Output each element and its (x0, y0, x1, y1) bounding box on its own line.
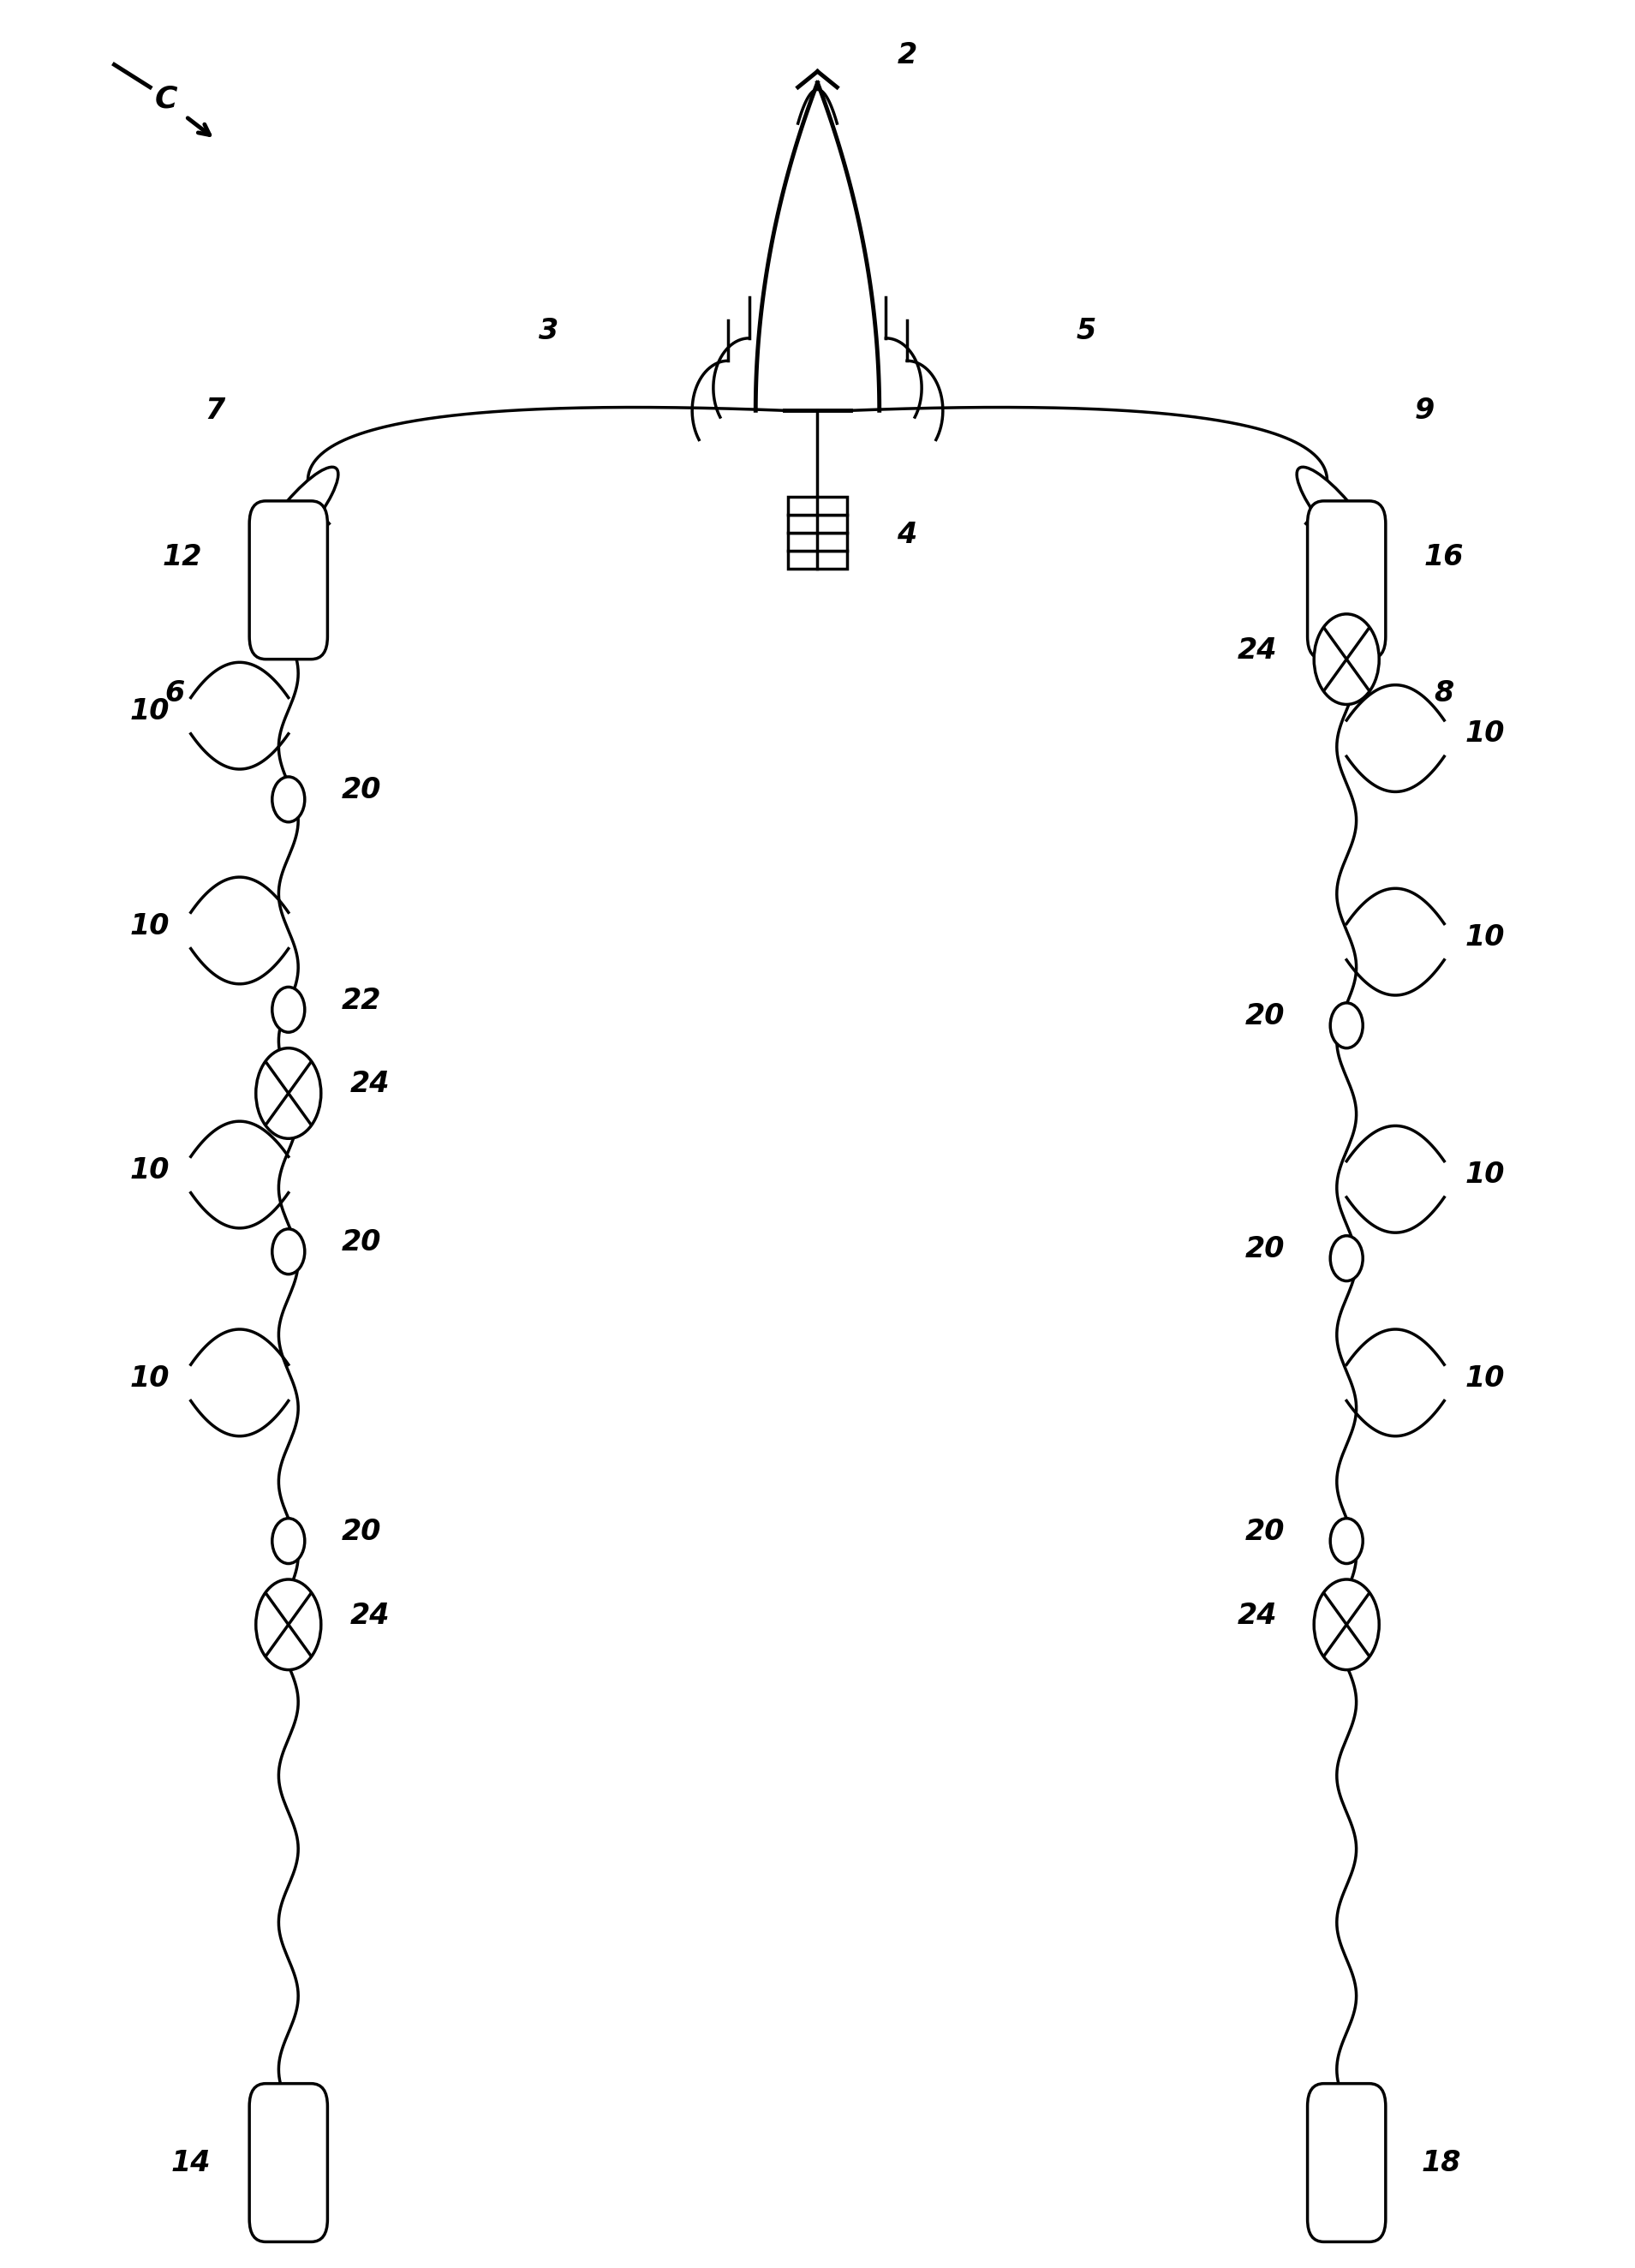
Text: 14: 14 (172, 2148, 211, 2177)
Circle shape (271, 776, 304, 821)
Text: C: C (155, 84, 178, 113)
Text: 4: 4 (898, 522, 917, 549)
Text: 9: 9 (1414, 397, 1434, 424)
Text: 10: 10 (131, 912, 170, 941)
Text: 8: 8 (1434, 678, 1454, 708)
Text: 10: 10 (131, 696, 170, 726)
FancyBboxPatch shape (250, 501, 327, 660)
Text: 22: 22 (342, 987, 381, 1014)
FancyBboxPatch shape (1308, 2084, 1385, 2241)
Circle shape (1331, 1517, 1364, 1563)
Text: 24: 24 (350, 1070, 389, 1098)
Text: 18: 18 (1421, 2148, 1462, 2177)
Text: 6: 6 (165, 678, 185, 708)
Circle shape (1315, 615, 1378, 705)
Text: 3: 3 (540, 318, 559, 345)
Circle shape (271, 1517, 304, 1563)
FancyBboxPatch shape (250, 2084, 327, 2241)
Circle shape (271, 987, 304, 1032)
Circle shape (1315, 1579, 1378, 1669)
Text: 24: 24 (1238, 635, 1277, 665)
Text: 20: 20 (342, 776, 381, 805)
Text: 10: 10 (1465, 923, 1504, 953)
Text: 10: 10 (131, 1157, 170, 1184)
Text: 20: 20 (1246, 1517, 1285, 1547)
Text: 2: 2 (898, 41, 917, 70)
Circle shape (1331, 1002, 1364, 1048)
Ellipse shape (1297, 467, 1380, 567)
FancyBboxPatch shape (1308, 501, 1385, 660)
Text: 20: 20 (342, 1229, 381, 1256)
Text: 10: 10 (1465, 1161, 1504, 1188)
Circle shape (257, 1048, 320, 1139)
Text: 20: 20 (1246, 1002, 1285, 1030)
Circle shape (1331, 1236, 1364, 1281)
Text: 20: 20 (1246, 1236, 1285, 1263)
Bar (788, 515, 847, 533)
Text: 10: 10 (131, 1363, 170, 1393)
Text: 24: 24 (1238, 1601, 1277, 1631)
Text: 20: 20 (342, 1517, 381, 1547)
Circle shape (257, 1579, 320, 1669)
Text: 5: 5 (1076, 318, 1095, 345)
Bar (788, 497, 847, 515)
Text: 12: 12 (164, 544, 203, 572)
Text: 16: 16 (1424, 544, 1463, 572)
Text: 7: 7 (206, 397, 226, 424)
Ellipse shape (255, 467, 338, 567)
Text: 10: 10 (1465, 719, 1504, 748)
Text: 24: 24 (350, 1601, 389, 1631)
Bar (788, 551, 847, 569)
Bar (788, 533, 847, 551)
Circle shape (271, 1229, 304, 1275)
Text: 10: 10 (1465, 1363, 1504, 1393)
